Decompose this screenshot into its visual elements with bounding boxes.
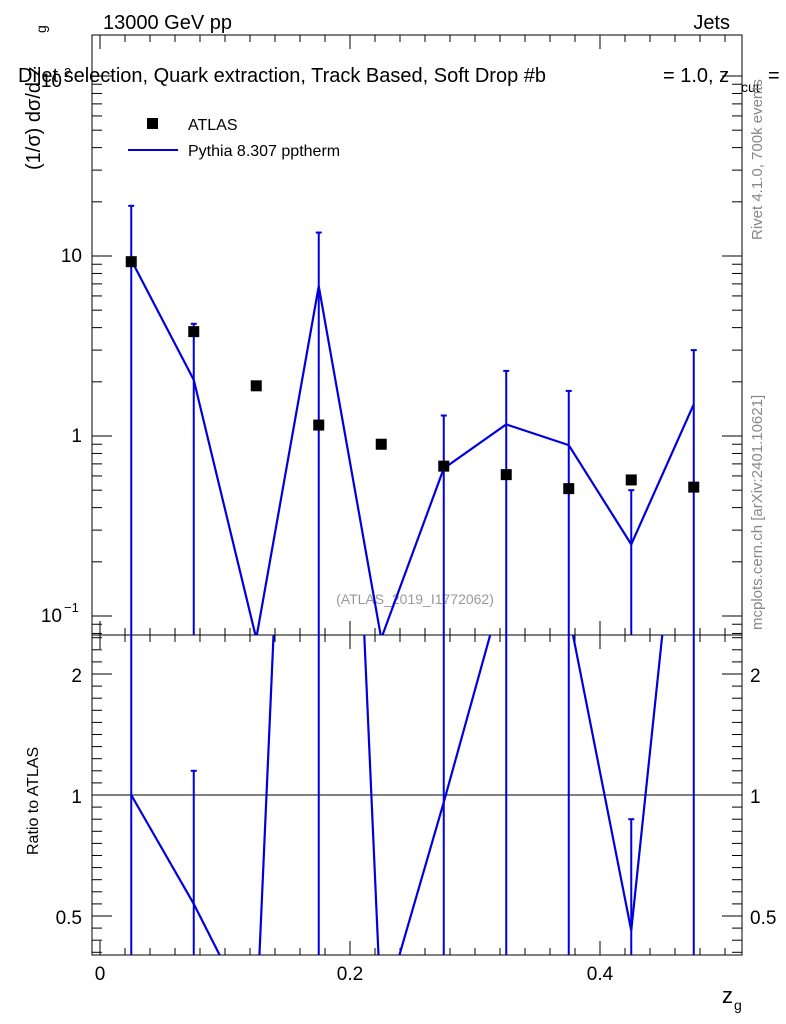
mc-line xyxy=(130,259,695,635)
y-tick-label-10: 10 xyxy=(61,246,82,267)
main-axis-ticks xyxy=(92,35,742,635)
ratio-line xyxy=(130,635,664,955)
ratio-tick-label-2: 2 xyxy=(71,666,82,687)
ratio-tick-label-1: 1 xyxy=(71,787,82,808)
plot-title-tail: = 1.0, z cut = xyxy=(663,65,780,95)
data-point xyxy=(188,326,200,338)
analysis-watermark: (ATLAS_2019_I1772062) xyxy=(336,591,494,607)
main-mc-series xyxy=(128,204,697,635)
main-y-tick-labels: 10 1 10 −1 10 2 xyxy=(41,65,82,627)
data-point xyxy=(500,469,512,481)
y-tick-label-1: 1 xyxy=(71,426,82,447)
x-tick-label-0p4: 0.4 xyxy=(587,964,614,985)
title-tail-beta: = 1.0, z xyxy=(663,65,729,87)
ratio-tick-label-0p5: 0.5 xyxy=(56,908,82,929)
data-point xyxy=(375,438,387,450)
legend-data-label: ATLAS xyxy=(188,117,238,134)
x-tick-label-0p2: 0.2 xyxy=(337,964,363,985)
data-point xyxy=(563,483,575,495)
y-tick-label-0p1: 10 xyxy=(41,606,62,627)
header-energy: 13000 GeV pp xyxy=(103,12,232,34)
ratio-tick-label-right-2: 2 xyxy=(750,666,761,687)
main-data-series xyxy=(125,256,700,495)
ratio-mc-series xyxy=(130,635,695,955)
y-tick-exp-minus1: −1 xyxy=(64,600,79,615)
x-label-sub: g xyxy=(734,997,742,1013)
legend-mc-label: Pythia 8.307 pptherm xyxy=(188,143,340,160)
legend: ATLAS Pythia 8.307 pptherm xyxy=(128,117,340,160)
main-y-label-sub: g xyxy=(33,25,49,33)
x-tick-label-0: 0 xyxy=(95,964,106,985)
legend-data-marker xyxy=(147,118,158,129)
y-tick-exp-2: 2 xyxy=(64,65,71,80)
main-y-label-text: (1/σ) dσ/d z xyxy=(23,66,45,170)
ratio-y-tick-labels: 0.5 1 2 0.5 1 2 xyxy=(56,666,777,929)
data-point xyxy=(313,419,325,431)
data-point xyxy=(688,481,700,493)
x-tick-labels: 0 0.2 0.4 xyxy=(95,964,614,985)
plot-title: Dijet selection, Quark extraction, Track… xyxy=(18,65,546,87)
header-process: Jets xyxy=(693,12,730,34)
y-tick-label-100: 10 xyxy=(41,71,62,92)
ratio-y-axis-label: Ratio to ATLAS xyxy=(25,747,42,855)
x-label-text: z xyxy=(722,983,733,1008)
data-point xyxy=(250,380,262,392)
title-tail-end: = xyxy=(768,65,780,87)
rivet-label: Rivet 4.1.0, 700k events xyxy=(749,79,766,240)
ratio-tick-label-right-1: 1 xyxy=(750,787,761,808)
x-axis-label: z g xyxy=(722,983,742,1013)
ratio-tick-label-right-0p5: 0.5 xyxy=(750,908,776,929)
title-tail-sub: cut xyxy=(741,79,760,95)
data-point xyxy=(438,460,450,472)
mcplots-label: mcplots.cern.ch [arXiv:2401.10621] xyxy=(749,395,766,630)
ratio-axis-ticks xyxy=(92,635,742,955)
data-point xyxy=(625,474,637,486)
main-y-axis-label: (1/σ) dσ/d z g xyxy=(23,25,49,170)
data-point xyxy=(125,256,137,268)
